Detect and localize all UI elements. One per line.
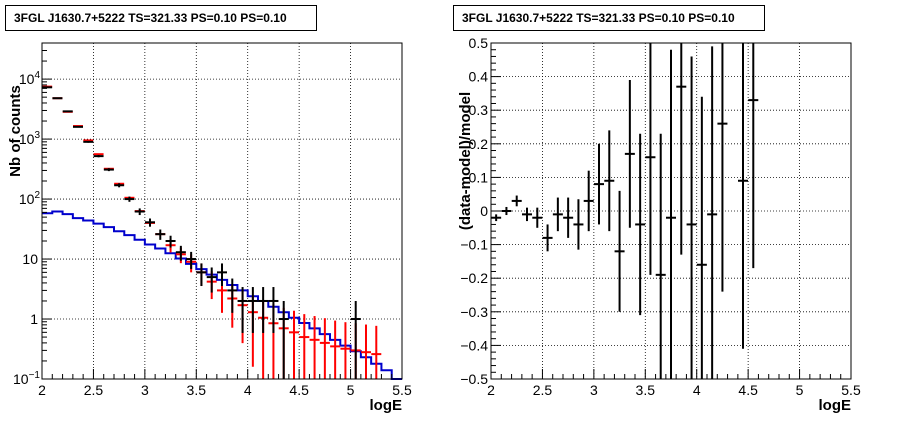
x-tick-label: 5.5	[392, 382, 412, 398]
y-tick-label: −0.1	[460, 237, 488, 253]
y-tick-label: 0.3	[469, 102, 489, 118]
x-tick-label: 4	[244, 382, 252, 398]
x-tick-label: 5	[347, 382, 355, 398]
x-tick-label: 3.5	[636, 382, 656, 398]
x-tick-label: 2	[487, 382, 495, 398]
x-tick-label: 3	[590, 382, 598, 398]
x-tick-label: 5	[796, 382, 804, 398]
x-tick-label: 3.5	[187, 382, 207, 398]
y-tick-label: −0.4	[460, 337, 488, 353]
x-tick-label: 4.5	[738, 382, 758, 398]
left-plot-area	[42, 43, 402, 379]
x-tick-label: 2	[38, 382, 46, 398]
y-tick-label: 1	[30, 311, 38, 327]
x-tick-label: 4	[693, 382, 701, 398]
left-chart-panel: 2 2.5 3 3.5 4 4.5 5 5.5 10−1 1 10 102 103 104 logE Nb o…	[7, 42, 412, 414]
right-chart-panel: 2 2.5 3 3.5 4 4.5 5 5.5 −0.5 −0.4 −0.3 −0.2 −0.1 0 0.1…	[457, 35, 861, 414]
left-chart-title: 3FGL J1630.7+5222 TS=321.33 PS=0.10 PS=0…	[5, 5, 317, 31]
x-tick-label: 2.5	[84, 382, 104, 398]
left-plot-frame	[41, 42, 403, 380]
y-tick-label: −0.2	[460, 270, 488, 286]
left-x-axis-label: logE	[370, 397, 403, 414]
right-y-axis-label: (data-model)/model	[457, 92, 474, 230]
x-tick-label: 5.5	[841, 382, 861, 398]
y-tick-label: 10−1	[13, 370, 40, 387]
y-tick-label: 103	[19, 130, 41, 147]
y-tick-label: 102	[19, 190, 41, 207]
right-x-axis-label: logE	[819, 397, 852, 414]
y-tick-label: 0.1	[469, 169, 489, 185]
y-tick-label: 0	[480, 203, 488, 219]
y-tick-label: 0.4	[469, 69, 489, 85]
y-tick-label: −0.5	[460, 371, 488, 387]
y-tick-label: 10	[22, 251, 38, 267]
x-tick-label: 2.5	[533, 382, 553, 398]
y-tick-label: 0.5	[469, 35, 489, 51]
x-tick-label: 4.5	[289, 382, 309, 398]
x-tick-label: 3	[141, 382, 149, 398]
y-tick-label: −0.3	[460, 304, 488, 320]
left-y-axis-label: Nb of counts	[7, 85, 24, 177]
y-tick-label: 0.2	[469, 136, 489, 152]
y-tick-label: 104	[19, 70, 41, 87]
right-chart-title: 3FGL J1630.7+5222 TS=321.33 PS=0.10 PS=0…	[453, 5, 765, 31]
